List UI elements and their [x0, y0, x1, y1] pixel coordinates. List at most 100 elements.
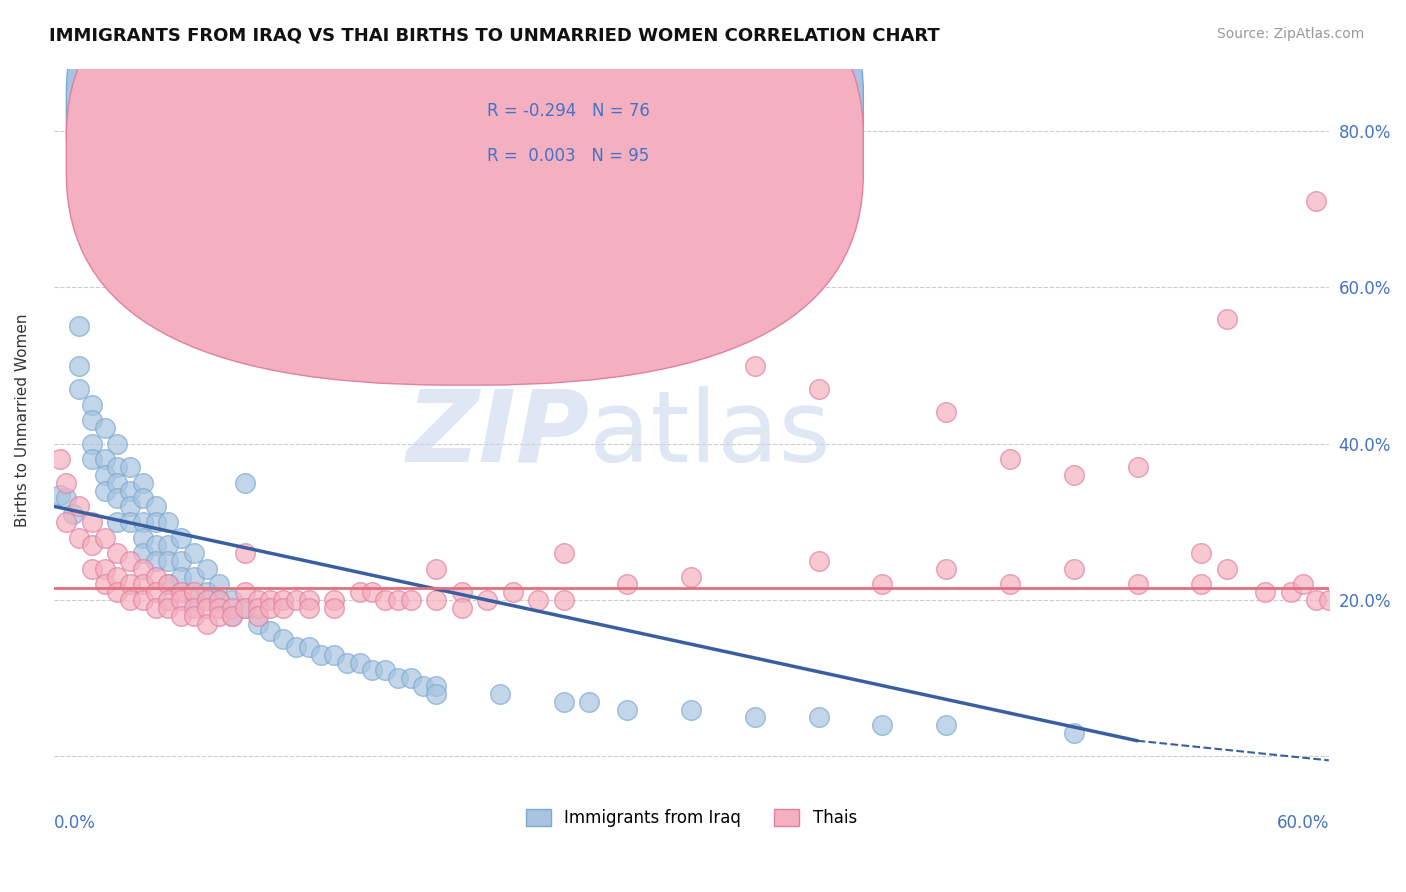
- Point: [450, 600, 472, 615]
- Point: [553, 695, 575, 709]
- Point: [132, 475, 155, 490]
- Point: [246, 600, 269, 615]
- Point: [425, 593, 447, 607]
- Point: [1063, 726, 1085, 740]
- Point: [55, 475, 77, 490]
- Point: [412, 679, 434, 693]
- FancyBboxPatch shape: [66, 0, 863, 343]
- Point: [93, 452, 115, 467]
- Point: [323, 648, 346, 662]
- Point: [1292, 577, 1315, 591]
- Point: [157, 515, 180, 529]
- Point: [80, 538, 103, 552]
- Point: [681, 702, 703, 716]
- Point: [374, 593, 396, 607]
- Text: ZIP: ZIP: [406, 386, 589, 483]
- Point: [157, 577, 180, 591]
- Point: [271, 632, 294, 647]
- Point: [233, 585, 256, 599]
- Point: [1126, 460, 1149, 475]
- Y-axis label: Births to Unmarried Women: Births to Unmarried Women: [15, 313, 30, 527]
- Point: [93, 562, 115, 576]
- Point: [105, 491, 128, 506]
- Point: [195, 585, 218, 599]
- Point: [681, 569, 703, 583]
- Point: [132, 562, 155, 576]
- Point: [120, 483, 142, 498]
- Point: [233, 546, 256, 560]
- Point: [62, 507, 84, 521]
- Point: [208, 593, 231, 607]
- Point: [120, 500, 142, 514]
- Point: [246, 608, 269, 623]
- Point: [93, 483, 115, 498]
- Point: [145, 554, 167, 568]
- Point: [170, 554, 193, 568]
- Point: [120, 577, 142, 591]
- Point: [80, 515, 103, 529]
- Point: [183, 546, 205, 560]
- Point: [132, 593, 155, 607]
- Point: [399, 671, 422, 685]
- Point: [120, 515, 142, 529]
- Point: [67, 359, 90, 373]
- Point: [183, 600, 205, 615]
- Point: [374, 664, 396, 678]
- Point: [93, 531, 115, 545]
- Point: [120, 554, 142, 568]
- Point: [399, 593, 422, 607]
- Point: [80, 436, 103, 450]
- Point: [170, 531, 193, 545]
- Point: [132, 491, 155, 506]
- Point: [298, 593, 321, 607]
- Point: [208, 600, 231, 615]
- Point: [361, 664, 384, 678]
- Point: [744, 710, 766, 724]
- Point: [132, 546, 155, 560]
- Point: [616, 702, 638, 716]
- Point: [1063, 468, 1085, 483]
- Point: [616, 577, 638, 591]
- Point: [208, 608, 231, 623]
- Point: [233, 600, 256, 615]
- Point: [105, 436, 128, 450]
- Point: [233, 600, 256, 615]
- Point: [80, 562, 103, 576]
- Point: [67, 500, 90, 514]
- FancyBboxPatch shape: [66, 0, 863, 385]
- Text: R =  0.003   N = 95: R = 0.003 N = 95: [486, 147, 650, 165]
- Point: [183, 593, 205, 607]
- Point: [183, 608, 205, 623]
- Point: [93, 421, 115, 435]
- Point: [553, 546, 575, 560]
- Point: [208, 577, 231, 591]
- Point: [145, 538, 167, 552]
- Point: [1279, 585, 1302, 599]
- Point: [527, 593, 550, 607]
- Point: [120, 460, 142, 475]
- Point: [145, 515, 167, 529]
- Point: [221, 608, 243, 623]
- Point: [49, 452, 72, 467]
- Point: [170, 569, 193, 583]
- Point: [246, 616, 269, 631]
- Point: [271, 600, 294, 615]
- Point: [489, 687, 512, 701]
- Point: [475, 593, 498, 607]
- Point: [298, 640, 321, 654]
- Point: [105, 569, 128, 583]
- Point: [67, 382, 90, 396]
- Point: [49, 487, 72, 501]
- Point: [284, 593, 307, 607]
- Point: [1254, 585, 1277, 599]
- Point: [1126, 577, 1149, 591]
- Point: [157, 554, 180, 568]
- Point: [132, 577, 155, 591]
- Point: [246, 593, 269, 607]
- Point: [120, 593, 142, 607]
- Point: [1216, 562, 1239, 576]
- Point: [195, 600, 218, 615]
- Point: [998, 577, 1021, 591]
- Point: [1063, 562, 1085, 576]
- Point: [195, 593, 218, 607]
